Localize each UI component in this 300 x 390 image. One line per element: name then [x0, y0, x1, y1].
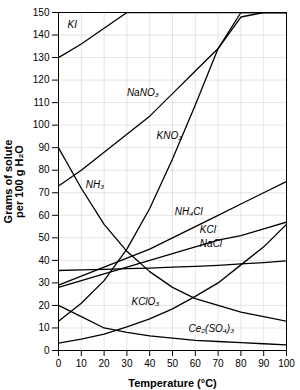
svg-text:NH₃: NH₃	[86, 179, 104, 190]
svg-text:40: 40	[38, 255, 50, 266]
svg-text:0: 0	[44, 345, 50, 356]
svg-text:KClO₃: KClO₃	[131, 296, 159, 307]
svg-text:150: 150	[33, 7, 50, 18]
svg-text:90: 90	[258, 358, 270, 369]
svg-text:130: 130	[33, 52, 50, 63]
svg-text:NaNO₃: NaNO₃	[127, 87, 159, 98]
svg-text:50: 50	[167, 358, 179, 369]
svg-text:10: 10	[38, 322, 50, 333]
svg-text:140: 140	[33, 29, 50, 40]
svg-text:80: 80	[38, 164, 50, 175]
svg-text:KCl: KCl	[200, 224, 217, 235]
svg-text:80: 80	[235, 358, 247, 369]
svg-text:20: 20	[99, 358, 111, 369]
svg-text:10: 10	[76, 358, 88, 369]
svg-text:NaCl: NaCl	[200, 238, 223, 249]
svg-text:Ce₂(SO₄)₃: Ce₂(SO₄)₃	[188, 323, 234, 334]
svg-text:90: 90	[38, 142, 50, 153]
svg-text:30: 30	[121, 358, 133, 369]
svg-text:40: 40	[144, 358, 156, 369]
svg-text:30: 30	[38, 277, 50, 288]
svg-text:NH₄Cl: NH₄Cl	[175, 206, 204, 217]
svg-text:KNO₃: KNO₃	[157, 130, 183, 141]
svg-text:100: 100	[278, 358, 295, 369]
svg-text:Temperature (°C): Temperature (°C)	[128, 377, 217, 389]
svg-text:60: 60	[190, 358, 202, 369]
svg-text:110: 110	[34, 97, 50, 108]
svg-text:70: 70	[213, 358, 225, 369]
svg-text:100: 100	[33, 119, 50, 130]
svg-text:Grams of soluteper 100 g H₂O: Grams of soluteper 100 g H₂O	[2, 140, 25, 224]
svg-text:70: 70	[38, 187, 50, 198]
svg-text:0: 0	[56, 358, 62, 369]
svg-text:KI: KI	[68, 19, 78, 30]
svg-text:120: 120	[33, 74, 50, 85]
svg-text:50: 50	[38, 232, 50, 243]
svg-text:20: 20	[38, 300, 50, 311]
svg-text:60: 60	[38, 210, 50, 221]
